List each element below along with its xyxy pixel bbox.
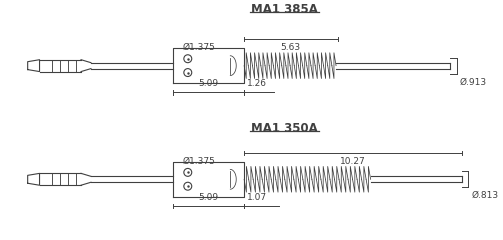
Text: 5.09: 5.09 — [199, 79, 219, 88]
Text: Ø1.375: Ø1.375 — [183, 43, 216, 52]
Text: 1.26: 1.26 — [247, 79, 267, 88]
Text: 10.27: 10.27 — [340, 156, 366, 166]
Text: Ø.913: Ø.913 — [460, 77, 487, 86]
Text: 1.07: 1.07 — [247, 193, 267, 202]
Text: 5.63: 5.63 — [281, 43, 301, 52]
Text: Ø1.375: Ø1.375 — [183, 156, 216, 166]
Text: MA1 385A: MA1 385A — [251, 3, 318, 16]
Text: MA1 350A: MA1 350A — [252, 122, 318, 135]
Text: Ø.813: Ø.813 — [471, 191, 498, 200]
Text: 5.09: 5.09 — [199, 193, 219, 202]
